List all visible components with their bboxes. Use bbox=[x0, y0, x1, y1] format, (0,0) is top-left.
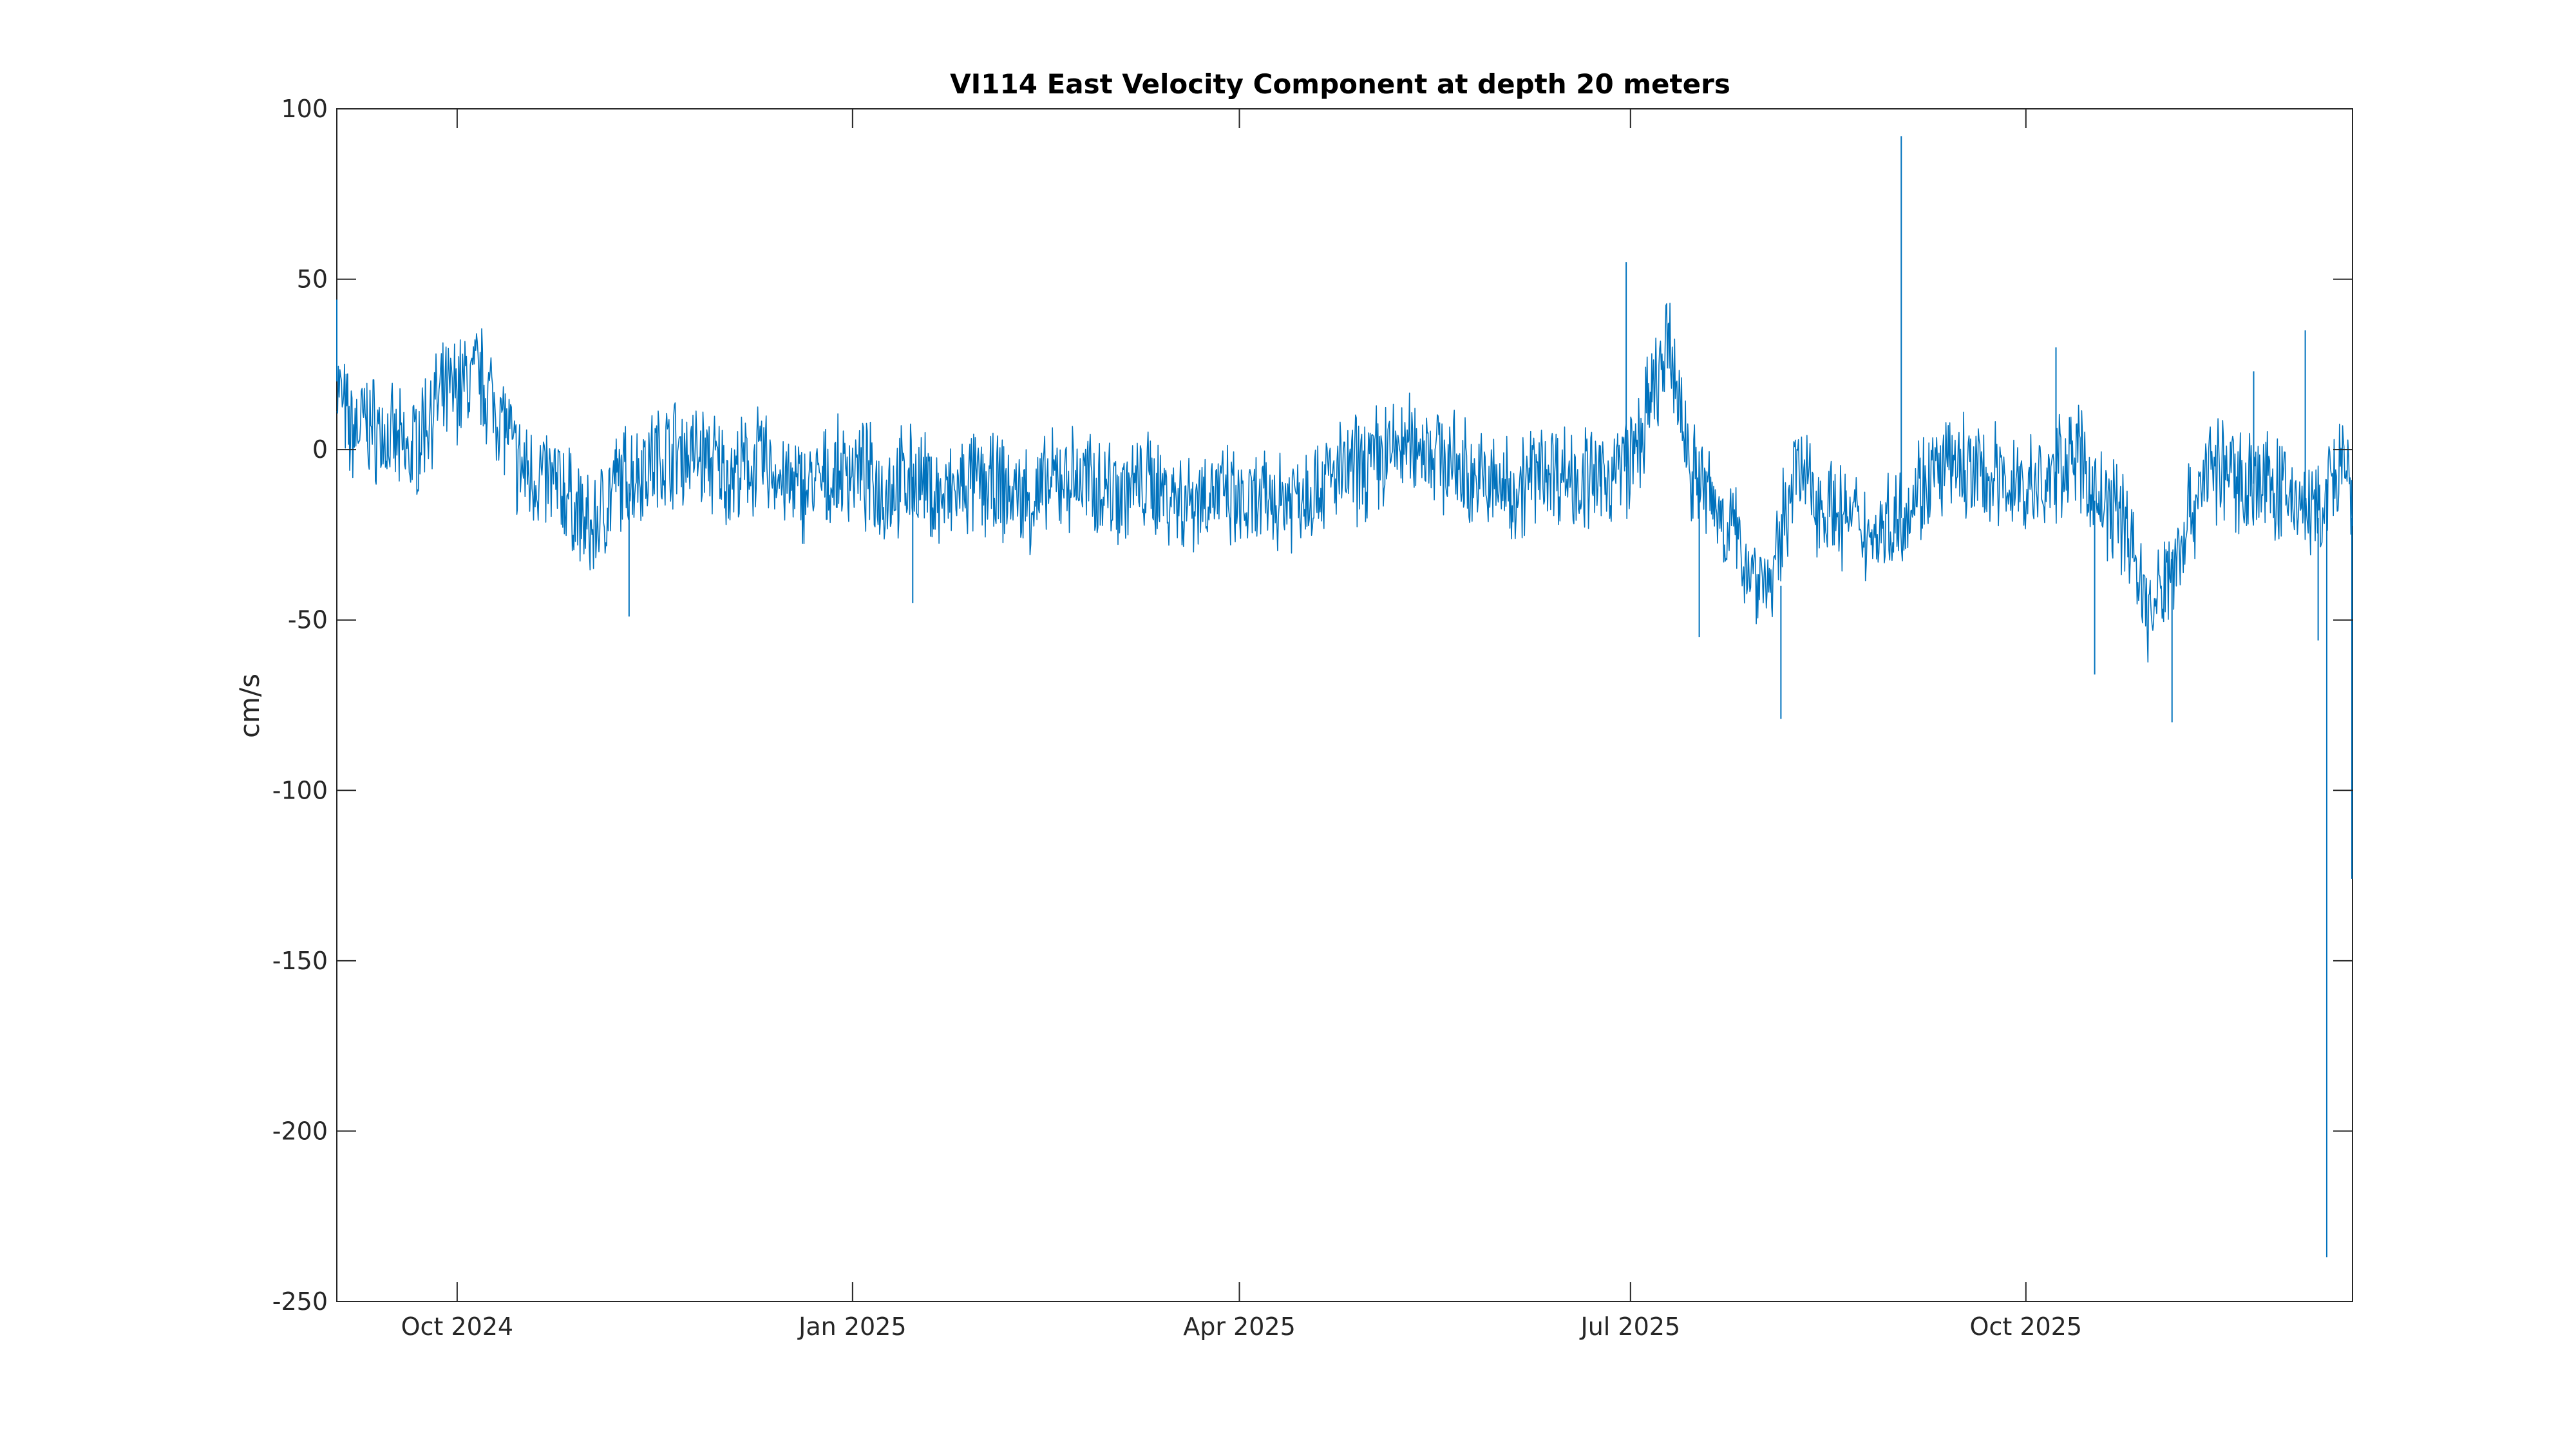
series-group bbox=[336, 136, 2353, 1258]
plot-area bbox=[336, 108, 2353, 1302]
x-tick-label: Oct 2025 bbox=[1970, 1312, 2083, 1341]
chart-title: VI114 East Velocity Component at depth 2… bbox=[950, 68, 1730, 100]
x-tick-label: Oct 2024 bbox=[401, 1312, 514, 1341]
x-tick-label: Jan 2025 bbox=[797, 1312, 906, 1341]
x-tick-label: Apr 2025 bbox=[1183, 1312, 1296, 1341]
y-tick-label: -50 bbox=[288, 606, 328, 634]
y-tick-label: -250 bbox=[272, 1287, 328, 1316]
axes-frame bbox=[336, 108, 2353, 1302]
y-tick-label: 50 bbox=[297, 265, 328, 294]
series-line bbox=[336, 303, 2353, 663]
y-axis-label: cm/s bbox=[234, 674, 265, 738]
y-tick-label: -100 bbox=[272, 776, 328, 804]
x-axis-ticks: Oct 2024 Jan 2025 Apr 2025 Jul 2025 Oct 2025 bbox=[401, 109, 2082, 1341]
x-tick-label: Jul 2025 bbox=[1579, 1312, 1680, 1341]
y-tick-label: 100 bbox=[281, 95, 328, 123]
y-tick-label: 0 bbox=[312, 435, 328, 464]
y-tick-label: -200 bbox=[272, 1117, 328, 1145]
y-tick-label: -150 bbox=[272, 947, 328, 975]
y-axis-ticks: 100 50 0 -50 -100 -150 -200 -250 bbox=[272, 95, 2353, 1316]
